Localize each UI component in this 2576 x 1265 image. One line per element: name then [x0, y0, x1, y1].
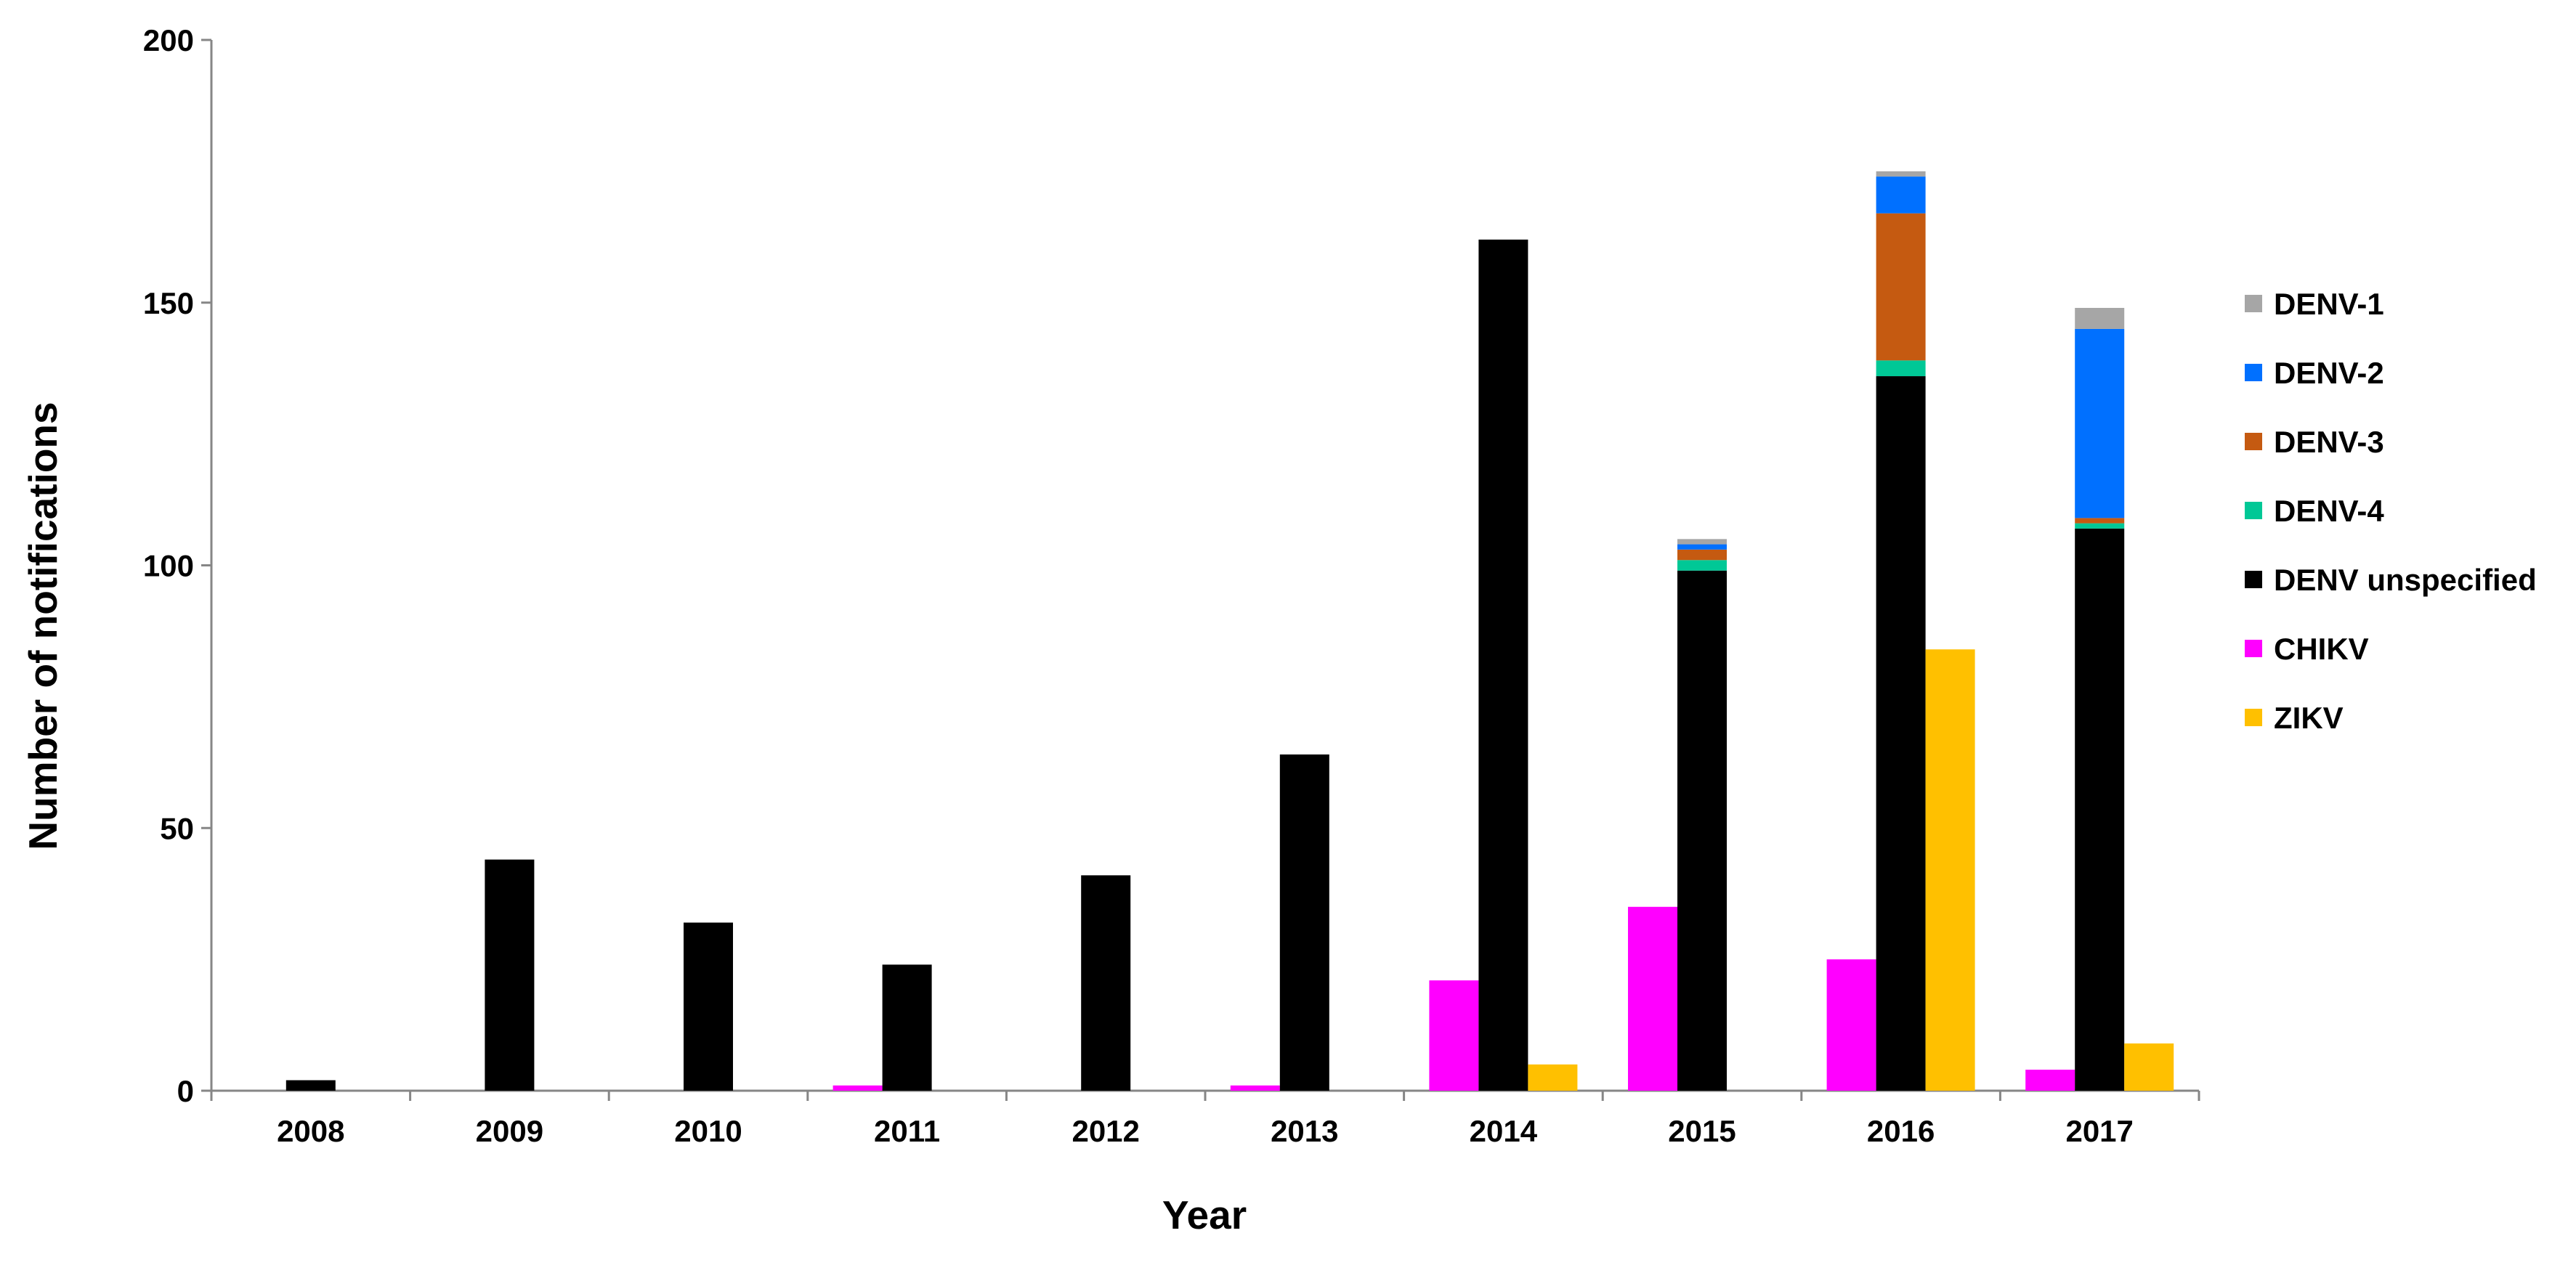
bar-denv-2-2015 — [1677, 544, 1727, 550]
bar-denv-4-2015 — [1677, 560, 1727, 571]
bar-denv-unspecified-2010 — [684, 922, 733, 1091]
legend-label: DENV-4 — [2274, 494, 2384, 528]
bar-chikv-2016 — [1826, 959, 1876, 1091]
bar-chikv-2014 — [1429, 980, 1479, 1091]
x-tick-label: 2012 — [1072, 1114, 1139, 1148]
bar-denv-unspecified-2016 — [1876, 376, 1926, 1091]
bar-denv-2-2017 — [2075, 328, 2125, 518]
bar-denv-1-2016 — [1876, 171, 1926, 177]
legend-swatch — [2245, 640, 2262, 657]
bar-denv-2-2016 — [1876, 176, 1926, 213]
bar-denv-1-2017 — [2075, 307, 2125, 329]
x-axis: 2008 2009 2010 2011 2012 2013 2014 2015 2016 2017 — [210, 1089, 2200, 1148]
bar-denv-unspecified-2009 — [485, 859, 535, 1091]
bar-zikv-2014 — [1528, 1064, 1578, 1091]
y-tick-label: 0 — [177, 1074, 194, 1108]
x-tick-label: 2014 — [1470, 1114, 1538, 1148]
y-tick-label: 200 — [143, 23, 194, 57]
legend-label: DENV-2 — [2274, 356, 2384, 390]
legend-label: DENV-3 — [2274, 425, 2384, 459]
legend: DENV-1 DENV-2 DENV-3 DENV-4 DENV unspecified… — [2245, 287, 2537, 735]
bars — [285, 171, 2174, 1091]
legend-swatch — [2245, 709, 2262, 726]
x-tick-label: 2013 — [1271, 1114, 1338, 1148]
bar-zikv-2016 — [1925, 649, 1975, 1091]
legend-swatch — [2245, 433, 2262, 450]
bar-denv-4-2017 — [2075, 523, 2125, 529]
legend-label: CHIKV — [2274, 632, 2369, 666]
legend-swatch — [2245, 295, 2262, 312]
bar-denv-unspecified-2012 — [1081, 875, 1131, 1091]
bar-denv-3-2016 — [1876, 213, 1926, 361]
bar-denv-unspecified-2013 — [1279, 754, 1329, 1091]
bar-chikv-2013 — [1230, 1085, 1280, 1091]
x-tick-label: 2011 — [874, 1114, 940, 1148]
bar-denv-3-2015 — [1677, 549, 1727, 561]
x-tick-label: 2010 — [674, 1114, 742, 1148]
bar-denv-unspecified-2014 — [1478, 239, 1528, 1091]
y-tick-label: 50 — [160, 811, 194, 845]
bar-denv-unspecified-2017 — [2075, 528, 2125, 1091]
bar-denv-3-2017 — [2075, 518, 2125, 524]
y-tick-label: 100 — [143, 549, 194, 583]
x-tick-label: 2016 — [1867, 1114, 1935, 1148]
y-axis: 0 50 100 150 200 — [143, 23, 213, 1108]
bar-denv-4-2016 — [1876, 360, 1926, 377]
legend-label: DENV-1 — [2274, 287, 2384, 321]
bar-denv-unspecified-2011 — [882, 964, 932, 1091]
x-tick-label: 2009 — [476, 1114, 543, 1148]
legend-swatch — [2245, 571, 2262, 588]
y-axis-label: Number of notifications — [20, 402, 65, 850]
legend-swatch — [2245, 502, 2262, 519]
bar-chikv-2011 — [833, 1085, 883, 1091]
bar-chikv-2017 — [2025, 1070, 2075, 1091]
bar-chikv-2015 — [1628, 906, 1677, 1091]
x-tick-label: 2017 — [2065, 1114, 2133, 1148]
x-tick-label: 2008 — [277, 1114, 344, 1148]
bar-denv-unspecified-2008 — [285, 1080, 336, 1091]
x-tick-label: 2015 — [1668, 1114, 1735, 1148]
bar-zikv-2017 — [2124, 1043, 2174, 1091]
bar-denv-1-2015 — [1677, 539, 1727, 545]
bar-denv-unspecified-2015 — [1677, 570, 1727, 1091]
legend-label: ZIKV — [2274, 701, 2344, 735]
legend-label: DENV unspecified — [2274, 563, 2537, 597]
legend-swatch — [2245, 364, 2262, 381]
y-tick-label: 150 — [143, 286, 194, 320]
x-axis-label: Year — [1162, 1192, 1247, 1237]
